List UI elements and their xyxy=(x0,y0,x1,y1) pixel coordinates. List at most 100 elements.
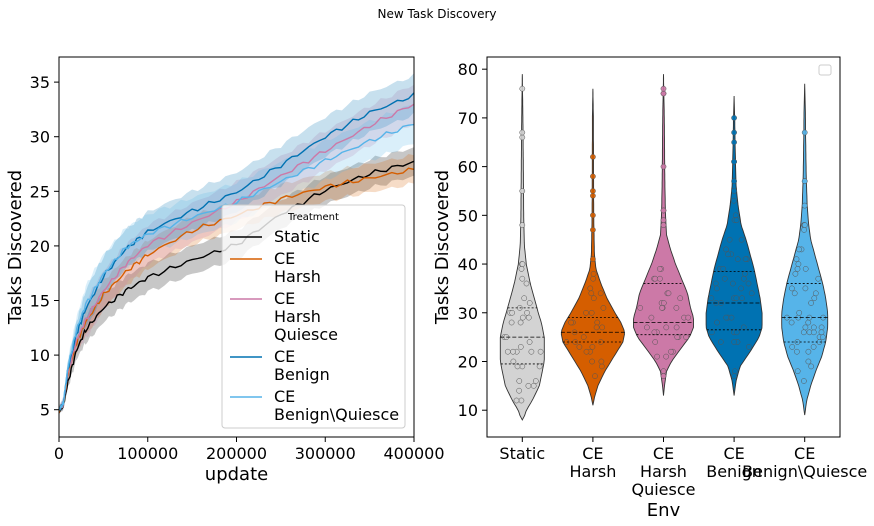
swarm-point xyxy=(526,339,533,345)
x-tick-label: Harsh xyxy=(640,462,687,481)
swarm-point xyxy=(519,261,526,267)
swarm-point xyxy=(792,270,799,277)
swarm-point xyxy=(808,300,814,306)
x-tick-label: Static xyxy=(499,444,545,463)
swarm-point xyxy=(524,309,530,316)
violin-2 xyxy=(633,74,694,396)
swarm-point xyxy=(660,368,667,375)
swarm-point xyxy=(519,129,526,136)
swarm-point xyxy=(818,329,825,336)
swarm-point xyxy=(673,324,680,331)
swarm-point xyxy=(599,324,606,331)
swarm-point xyxy=(677,295,684,302)
swarm-point xyxy=(819,334,826,340)
x-tick-label: 200000 xyxy=(206,444,267,463)
swarm-point xyxy=(801,178,808,185)
band-3 xyxy=(59,73,414,414)
y-axis-right: 10 20 30 40 50 60 70 80 xyxy=(458,60,487,420)
x-tick-label: Benign xyxy=(706,462,762,481)
swarm-point xyxy=(526,300,533,306)
swarm-point xyxy=(516,387,522,394)
swarm-point xyxy=(530,382,537,389)
swarm-point xyxy=(660,85,667,92)
legend: Treatment StaticCEHarshCEHarshQuiesceCEB… xyxy=(221,204,406,429)
swarm-point xyxy=(731,197,737,204)
swarm-point xyxy=(725,251,731,258)
x-tick-label: CE xyxy=(794,444,815,463)
swarm-point xyxy=(519,363,526,370)
swarm-point xyxy=(525,314,532,321)
x-tick-label: 300000 xyxy=(295,444,356,463)
swarm-point xyxy=(789,285,795,292)
swarm-point xyxy=(713,285,720,292)
swarm-point xyxy=(504,348,511,355)
swarm-point xyxy=(732,212,739,219)
swarm-point xyxy=(590,188,596,194)
swarm-point xyxy=(796,246,802,253)
swarm-point xyxy=(593,324,600,331)
swarm-point xyxy=(800,329,807,336)
swarm-point xyxy=(525,382,532,389)
swarm-point xyxy=(709,329,715,336)
swarm-point xyxy=(731,178,737,185)
legend-label: Static xyxy=(274,227,320,246)
swarm-point xyxy=(729,280,736,287)
swarm-point xyxy=(519,314,526,321)
swarm-point xyxy=(717,339,724,345)
swarm-point xyxy=(733,295,740,302)
swarm-point xyxy=(518,266,525,272)
violin-body-2 xyxy=(633,74,694,396)
swarm-point xyxy=(810,329,817,336)
swarm-point xyxy=(812,290,819,297)
swarm-point xyxy=(508,319,515,326)
swarm-point xyxy=(796,309,803,316)
swarm-point xyxy=(657,275,663,282)
y-tick-label: 70 xyxy=(458,109,478,128)
swarm-point xyxy=(720,266,727,272)
y-tick-label: 25 xyxy=(30,182,50,201)
swarm-point xyxy=(589,358,595,365)
y-tick-label: 60 xyxy=(458,158,478,177)
swarm-point xyxy=(738,285,745,292)
swarm-point xyxy=(590,212,596,219)
legend-label: Harsh xyxy=(274,267,321,286)
swarm-point xyxy=(590,192,596,199)
swarm-point xyxy=(731,339,737,345)
legend-label: Benign xyxy=(274,365,330,384)
swarm-point xyxy=(723,246,729,253)
y-tick-label: 80 xyxy=(458,60,478,79)
y-axis-left: 5 10 15 20 25 30 35 xyxy=(30,73,59,420)
violin-3 xyxy=(705,95,763,396)
violin-4 xyxy=(781,83,829,416)
swarm-point xyxy=(674,334,681,340)
y-tick-label: 30 xyxy=(30,128,50,147)
swarm-point xyxy=(726,236,733,243)
swarm-point xyxy=(794,266,801,272)
x-axis-right: Static CEHarshCEHarshQuiesceCEBenignCEBen… xyxy=(499,437,867,499)
swarm-point xyxy=(745,280,752,287)
swarm-point xyxy=(805,358,812,365)
violin-1 xyxy=(560,88,625,406)
swarm-point xyxy=(731,129,737,136)
swarm-point xyxy=(576,344,583,350)
x-tick-label: Quiesce xyxy=(632,480,696,499)
swarm-point xyxy=(801,227,807,233)
swarm-point xyxy=(536,363,543,370)
swarm-point xyxy=(598,363,605,370)
swarm-point xyxy=(519,275,526,282)
violin-body-3 xyxy=(705,95,763,396)
swarm-point xyxy=(598,358,605,365)
swarm-point xyxy=(510,348,516,355)
swarm-point xyxy=(519,188,526,194)
swarm-point xyxy=(801,202,808,209)
swarm-point xyxy=(818,324,825,331)
swarm-point xyxy=(517,344,524,350)
swarm-point xyxy=(648,314,655,321)
swarm-point xyxy=(580,334,587,340)
swarm-point xyxy=(660,207,667,214)
swarm-point xyxy=(660,163,667,170)
x-tick-label: CE xyxy=(582,444,603,463)
violin-chart: Static CEHarshCEHarshQuiesceCEBenignCEBen… xyxy=(432,56,867,521)
legend-label: CE xyxy=(274,347,295,366)
